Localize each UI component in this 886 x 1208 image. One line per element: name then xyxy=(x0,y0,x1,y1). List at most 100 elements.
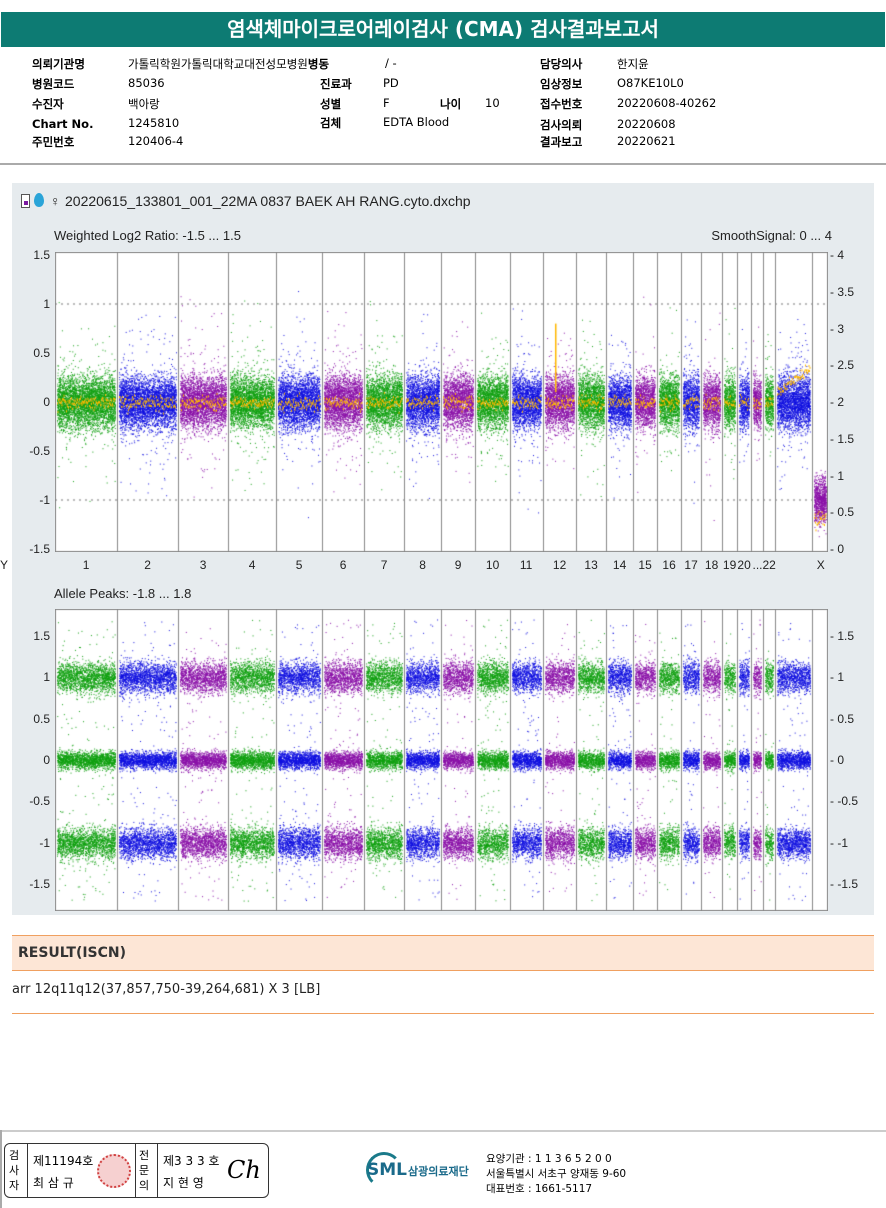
y-tick-label: 0 xyxy=(43,753,50,767)
chromosome-label: 8 xyxy=(419,558,426,572)
footer-divider xyxy=(0,1130,886,1132)
dept: PD xyxy=(383,76,399,90)
chromosome-label: 20 xyxy=(737,558,751,572)
sex-label: 성별 xyxy=(320,97,342,111)
chromosome-label: 18 xyxy=(704,558,719,572)
y-tick-label: 0.5 xyxy=(33,346,50,360)
spec-name: 지 현 영 xyxy=(163,1176,204,1190)
hospital-code-label: 병원코드 xyxy=(32,77,75,91)
patient-label: 수진자 xyxy=(32,97,64,111)
y2-tick-label: - -1.5 xyxy=(830,877,859,892)
y-tick-label: -1.5 xyxy=(29,877,50,892)
log2-ratio-scatter xyxy=(55,252,828,552)
chart-no: 1245810 xyxy=(128,116,180,130)
chromosome-label: 4 xyxy=(248,558,256,572)
doctor: 한지윤 xyxy=(617,57,649,71)
agency-code: 요양기관 : 1 1 3 6 5 2 0 0 xyxy=(486,1153,612,1165)
tech-no: 제11194호 xyxy=(33,1154,94,1168)
clinical: O87KE10L0 xyxy=(617,76,684,90)
spec-label: 전문의 xyxy=(139,1149,150,1192)
org-name: 삼광의료재단 xyxy=(408,1165,469,1178)
y2-tick-label: - 4 xyxy=(830,248,845,262)
chromosome-label: 15 xyxy=(638,558,652,572)
y2-tick-label: - 1 xyxy=(830,468,845,483)
divider xyxy=(0,163,886,165)
chromosome-label: 3 xyxy=(199,558,207,572)
y2-tick-label: - 1.5 xyxy=(830,431,855,446)
y-tick-label: 0.5 xyxy=(33,711,50,726)
y2-tick-label: - 3 xyxy=(830,321,845,336)
y2-tick-label: - 1 xyxy=(830,670,845,685)
chromosome-label: 13 xyxy=(584,558,598,572)
chromosome-label: 14 xyxy=(612,558,627,572)
chromosome-label: 16 xyxy=(662,558,676,572)
y2-tick-label: - 0.5 xyxy=(830,711,855,726)
y-tick-label: -0.5 xyxy=(29,444,50,458)
tech-label: 검사자 xyxy=(9,1149,20,1192)
chromosome-label: 7 xyxy=(380,558,388,572)
institution-label: 의뢰기관명 xyxy=(32,57,85,71)
sex: F xyxy=(383,96,390,110)
file-icon xyxy=(21,194,30,208)
result-header: RESULT(ISCN) xyxy=(12,935,874,971)
chromosome-label: 2 xyxy=(144,558,151,572)
y-tick-label: -1.5 xyxy=(29,542,50,556)
request-label: 검사의뢰 xyxy=(540,118,583,132)
spec-no: 제3 3 3 호 xyxy=(163,1154,220,1168)
y-tick-label: 1.5 xyxy=(33,628,50,643)
y-tick-label: 0 xyxy=(43,395,50,409)
id-label: 주민번호 xyxy=(32,135,75,149)
y-tick-label: 1 xyxy=(43,297,50,311)
signature-icon: Ch xyxy=(227,1156,261,1184)
sml-logo-arc-icon xyxy=(366,1152,402,1188)
log2-ratio-title: Weighted Log2 Ratio: -1.5 ... 1.5 xyxy=(54,228,241,243)
chromosome-label: 11 xyxy=(519,558,533,572)
y2-tick-label: - 0.5 xyxy=(830,505,855,520)
drop-icon xyxy=(34,193,44,207)
report-title: 염색체마이크로어레이검사 (CMA) 검사결과보고서 xyxy=(1,12,885,47)
result-iscn: arr 12q11q12(37,857,750-39,264,681) X 3 … xyxy=(12,982,321,997)
specimen: EDTA Blood xyxy=(383,115,450,129)
address: 서울특별시 서초구 양재동 9-60 xyxy=(486,1168,627,1180)
smooth-signal-title: SmoothSignal: 0 ... 4 xyxy=(711,228,832,243)
chromosome-label: 12 xyxy=(552,558,567,572)
sex-symbol: ♀ xyxy=(50,193,61,209)
y-tick-label: 1 xyxy=(43,670,50,685)
y-tick-label: -1 xyxy=(39,493,50,507)
request: 20220608 xyxy=(617,117,676,131)
specimen-label: 검체 xyxy=(320,116,342,130)
chromosome-label: ...22 xyxy=(752,558,776,572)
allele-peaks-scatter xyxy=(55,609,828,911)
receipt: 20220608-40262 xyxy=(617,96,717,110)
y-tick-label: -0.5 xyxy=(29,794,50,809)
doctor-label: 담당의사 xyxy=(540,57,583,71)
chromosome-label: 19 xyxy=(722,558,737,572)
ward-value: / - xyxy=(385,56,397,70)
age-label: 나이 xyxy=(440,97,462,111)
chromosome-label: Y xyxy=(0,558,9,572)
allele-peaks-title: Allele Peaks: -1.8 ... 1.8 xyxy=(54,586,192,601)
chromosome-label: 1 xyxy=(82,558,90,572)
patient: 백아랑 xyxy=(128,97,160,111)
sml-logo: SML xyxy=(367,1160,407,1180)
chromosome-label: 10 xyxy=(485,558,500,572)
chromosome-label: 6 xyxy=(339,558,347,572)
institution: 가톨릭학원가톨릭대학교대전성모병원병동 xyxy=(128,56,329,72)
receipt-label: 접수번호 xyxy=(540,97,583,111)
age: 10 xyxy=(485,96,500,110)
tech-name: 최 삼 규 xyxy=(33,1176,74,1190)
seal-icon xyxy=(97,1154,131,1188)
y2-tick-label: - -1 xyxy=(830,835,848,850)
chromosome-label: 17 xyxy=(684,558,698,572)
y2-tick-label: - 2 xyxy=(830,395,845,409)
chart-no-label: Chart No. xyxy=(32,117,94,131)
y2-tick-label: - -0.5 xyxy=(830,794,859,809)
report-label: 결과보고 xyxy=(540,135,583,149)
hospital-code: 85036 xyxy=(128,76,165,90)
chromosome-label: 9 xyxy=(454,558,462,572)
signature-box: 검사자 제11194호 최 삼 규 전문의 제3 3 3 호 지 현 영 Ch xyxy=(4,1143,269,1198)
y2-tick-label: - 3.5 xyxy=(830,284,855,299)
report: 20220621 xyxy=(617,134,676,148)
phone: 대표번호 : 1661-5117 xyxy=(486,1183,593,1195)
clinical-label: 임상정보 xyxy=(540,77,583,91)
